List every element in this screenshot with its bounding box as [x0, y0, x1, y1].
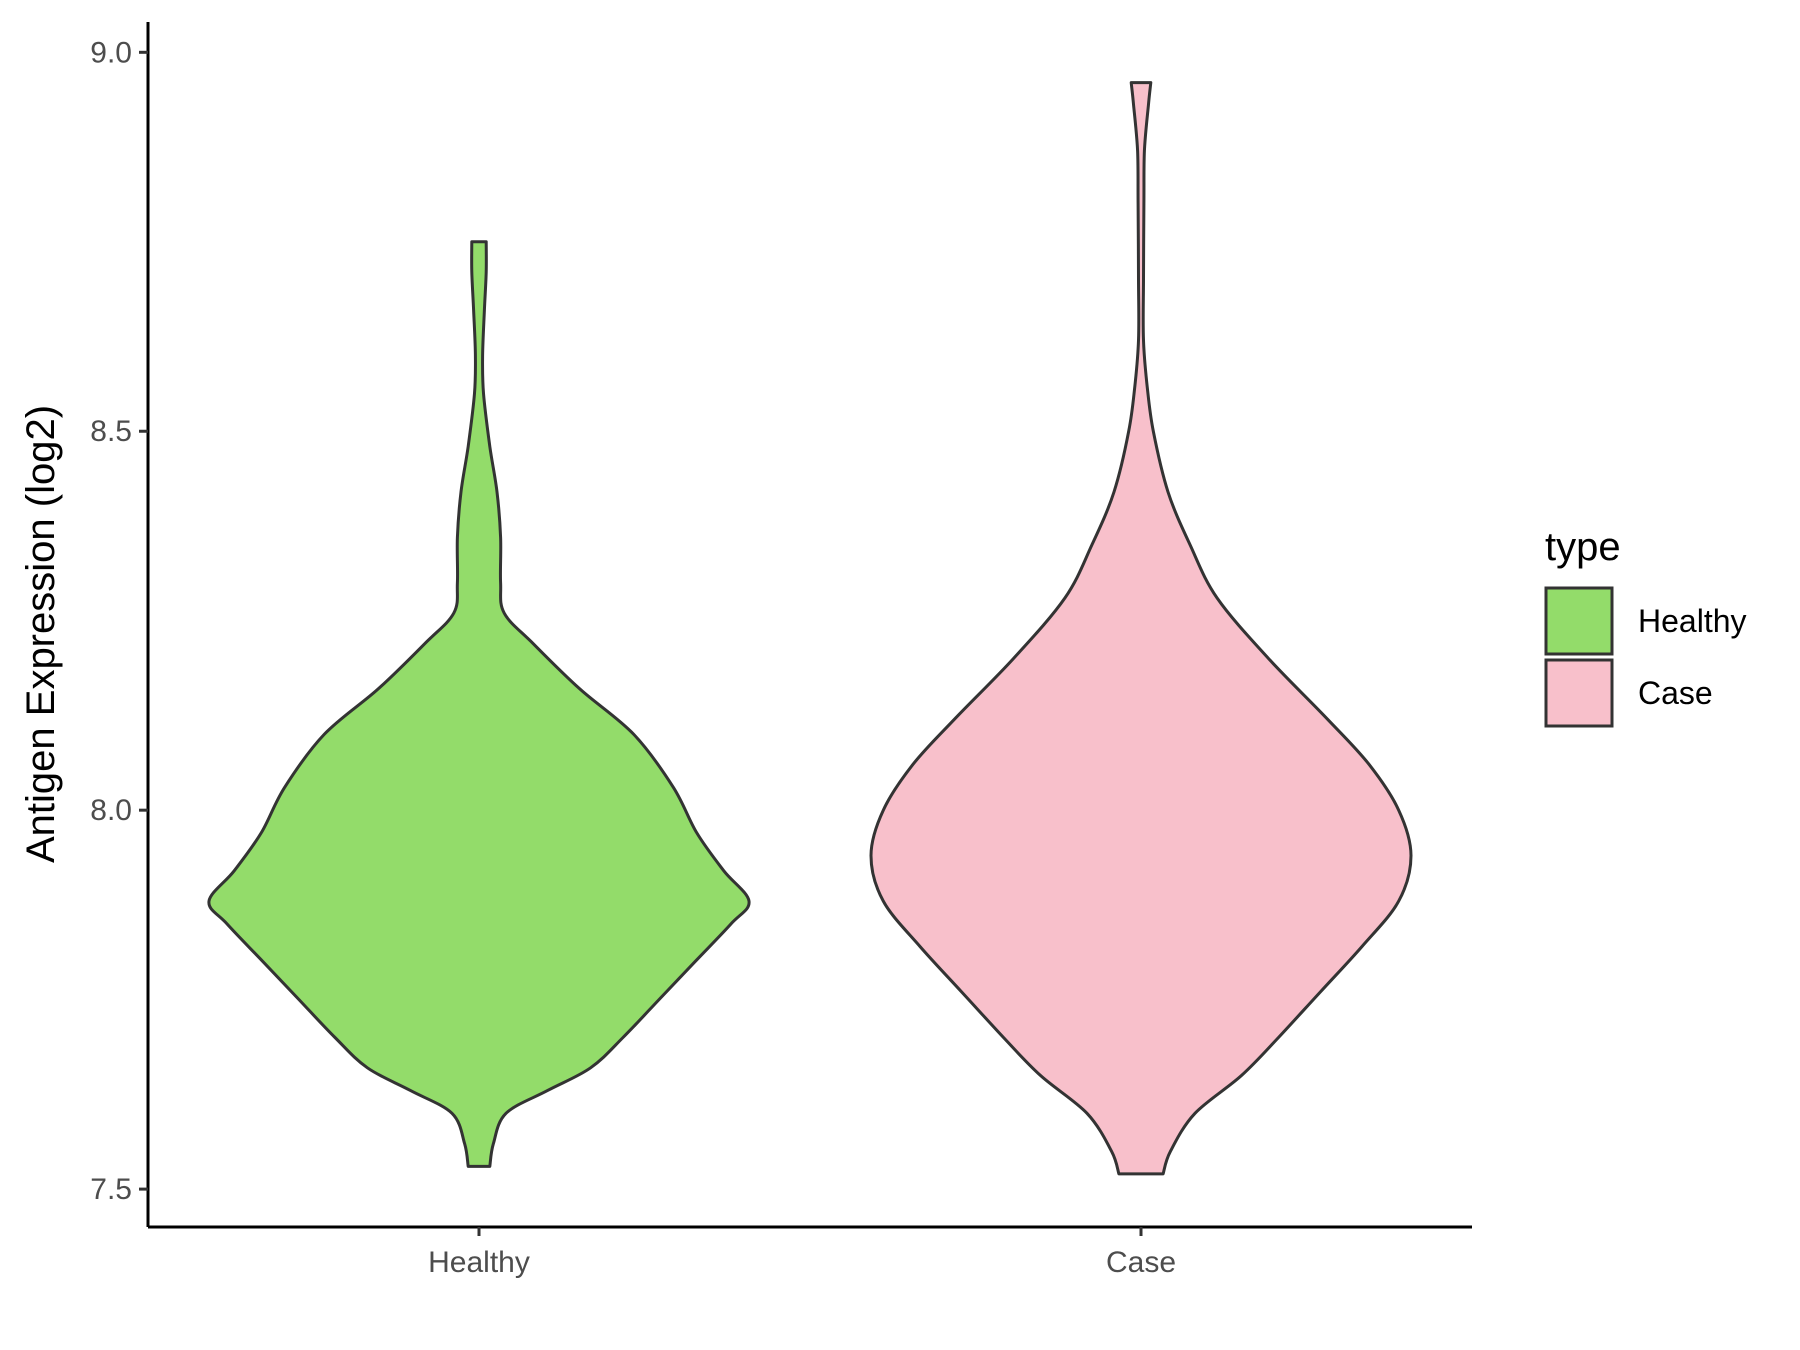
x-tick-label-healthy: Healthy [428, 1246, 530, 1279]
legend-entries: Healthy Case [1544, 586, 1747, 728]
legend-swatch-case [1544, 658, 1614, 728]
y-axis-title: Antigen Expression (log2) [19, 405, 63, 863]
legend-label-case: Case [1638, 675, 1713, 711]
legend-title: type [1545, 525, 1621, 569]
violins-layer [207, 81, 1413, 1176]
x-axis: Healthy Case [148, 1225, 1472, 1279]
y-axis: 7.5 8.0 8.5 9.0 [90, 22, 150, 1227]
y-tick-label: 8.0 [90, 794, 132, 827]
violin-healthy [207, 240, 751, 1168]
y-tick-label: 7.5 [90, 1173, 132, 1206]
violin-case [869, 81, 1413, 1176]
legend-label-healthy: Healthy [1638, 603, 1747, 639]
legend: type Healthy Case [1544, 525, 1747, 728]
x-tick-label-case: Case [1106, 1246, 1176, 1279]
legend-swatch-healthy [1544, 586, 1614, 656]
y-tick-label: 8.5 [90, 415, 132, 448]
y-tick-label: 9.0 [90, 36, 132, 69]
